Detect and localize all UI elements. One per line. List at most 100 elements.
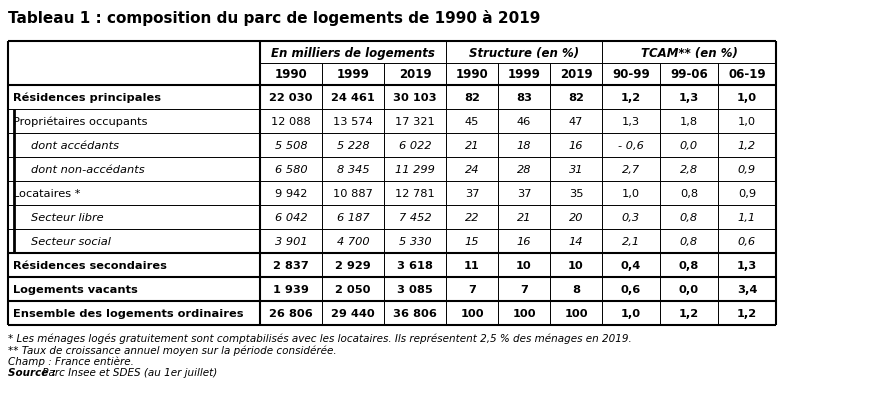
- Text: 2 050: 2 050: [335, 284, 371, 294]
- Text: 15: 15: [465, 237, 479, 246]
- Text: 5 330: 5 330: [399, 237, 432, 246]
- Text: Structure (en %): Structure (en %): [469, 47, 579, 59]
- Text: 3 901: 3 901: [275, 237, 308, 246]
- Text: 2,1: 2,1: [622, 237, 640, 246]
- Text: Source :: Source :: [8, 367, 56, 377]
- Text: 1 939: 1 939: [273, 284, 309, 294]
- Text: Propriétaires occupants: Propriétaires occupants: [13, 116, 147, 127]
- Text: 100: 100: [460, 308, 483, 318]
- Text: 1,0: 1,0: [622, 188, 640, 198]
- Text: 1999: 1999: [336, 68, 369, 81]
- Text: 6 580: 6 580: [275, 164, 308, 174]
- Text: 1,0: 1,0: [738, 117, 756, 127]
- Text: 0,9: 0,9: [738, 188, 756, 198]
- Text: 12 088: 12 088: [271, 117, 311, 127]
- Text: 1,3: 1,3: [737, 260, 757, 270]
- Text: 2 837: 2 837: [273, 260, 309, 270]
- Text: 11 299: 11 299: [395, 164, 435, 174]
- Text: 29 440: 29 440: [331, 308, 375, 318]
- Text: 90-99: 90-99: [612, 68, 650, 81]
- Text: 35: 35: [569, 188, 583, 198]
- Text: 1,1: 1,1: [738, 213, 756, 223]
- Text: 3,4: 3,4: [737, 284, 757, 294]
- Text: 6 042: 6 042: [275, 213, 308, 223]
- Text: 2019: 2019: [559, 68, 592, 81]
- Text: Logements vacants: Logements vacants: [13, 284, 137, 294]
- Text: 8 345: 8 345: [336, 164, 369, 174]
- Text: 1,3: 1,3: [622, 117, 640, 127]
- Text: 82: 82: [464, 93, 480, 103]
- Text: 8: 8: [572, 284, 580, 294]
- Text: Secteur libre: Secteur libre: [31, 213, 103, 223]
- Text: Résidences secondaires: Résidences secondaires: [13, 260, 167, 270]
- Text: 37: 37: [465, 188, 479, 198]
- Text: 6 187: 6 187: [336, 213, 369, 223]
- Text: dont non-accédants: dont non-accédants: [31, 164, 145, 174]
- Text: 0,0: 0,0: [679, 284, 699, 294]
- Text: 0,8: 0,8: [680, 188, 698, 198]
- Text: 7: 7: [468, 284, 476, 294]
- Text: 10: 10: [568, 260, 584, 270]
- Text: - 0,6: - 0,6: [618, 141, 644, 151]
- Text: 13 574: 13 574: [333, 117, 373, 127]
- Text: 47: 47: [569, 117, 583, 127]
- Text: 1,3: 1,3: [679, 93, 699, 103]
- Text: dont accédants: dont accédants: [31, 141, 119, 151]
- Text: 12 781: 12 781: [395, 188, 435, 198]
- Text: ** Taux de croissance annuel moyen sur la période considérée.: ** Taux de croissance annuel moyen sur l…: [8, 344, 336, 355]
- Text: 31: 31: [569, 164, 583, 174]
- Text: 37: 37: [516, 188, 532, 198]
- Text: 14: 14: [569, 237, 583, 246]
- Text: 1,0: 1,0: [737, 93, 757, 103]
- Text: 22 030: 22 030: [269, 93, 313, 103]
- Text: 82: 82: [568, 93, 584, 103]
- Text: 16: 16: [569, 141, 583, 151]
- Text: 0,4: 0,4: [621, 260, 641, 270]
- Text: 1999: 1999: [508, 68, 541, 81]
- Text: 0,6: 0,6: [621, 284, 641, 294]
- Text: 2,8: 2,8: [680, 164, 698, 174]
- Text: 06-19: 06-19: [728, 68, 766, 81]
- Text: 3 085: 3 085: [397, 284, 433, 294]
- Text: 24: 24: [465, 164, 479, 174]
- Text: 7: 7: [520, 284, 528, 294]
- Text: 46: 46: [516, 117, 531, 127]
- Text: 26 806: 26 806: [269, 308, 313, 318]
- Text: 3 618: 3 618: [397, 260, 433, 270]
- Text: * Les ménages logés gratuitement sont comptabilisés avec les locataires. Ils rep: * Les ménages logés gratuitement sont co…: [8, 333, 632, 344]
- Text: 1990: 1990: [456, 68, 489, 81]
- Text: 21: 21: [516, 213, 532, 223]
- Text: 2 929: 2 929: [335, 260, 371, 270]
- Text: 30 103: 30 103: [393, 93, 437, 103]
- Text: 6 022: 6 022: [399, 141, 432, 151]
- Text: 20: 20: [569, 213, 583, 223]
- Text: 28: 28: [516, 164, 532, 174]
- Text: 17 321: 17 321: [395, 117, 435, 127]
- Text: Champ : France entière.: Champ : France entière.: [8, 356, 134, 366]
- Text: Ensemble des logements ordinaires: Ensemble des logements ordinaires: [13, 308, 244, 318]
- Text: 0,6: 0,6: [738, 237, 756, 246]
- Text: 1,0: 1,0: [621, 308, 641, 318]
- Text: 0,8: 0,8: [680, 237, 698, 246]
- Text: 1,2: 1,2: [737, 308, 757, 318]
- Text: 100: 100: [512, 308, 536, 318]
- Text: 4 700: 4 700: [336, 237, 369, 246]
- Text: 11: 11: [464, 260, 480, 270]
- Text: En milliers de logements: En milliers de logements: [271, 47, 435, 59]
- Text: 0,9: 0,9: [738, 164, 756, 174]
- Text: 0,3: 0,3: [622, 213, 640, 223]
- Text: 10 887: 10 887: [333, 188, 373, 198]
- Text: 45: 45: [465, 117, 479, 127]
- Text: 9 942: 9 942: [275, 188, 307, 198]
- Text: 2,7: 2,7: [622, 164, 640, 174]
- Text: 0,8: 0,8: [680, 213, 698, 223]
- Text: 83: 83: [516, 93, 532, 103]
- Text: 24 461: 24 461: [331, 93, 375, 103]
- Text: 1990: 1990: [275, 68, 308, 81]
- Text: 1,2: 1,2: [621, 93, 641, 103]
- Text: 1,2: 1,2: [738, 141, 756, 151]
- Text: Résidences principales: Résidences principales: [13, 93, 161, 103]
- Text: 5 228: 5 228: [336, 141, 369, 151]
- Text: 5 508: 5 508: [275, 141, 308, 151]
- Text: 21: 21: [465, 141, 479, 151]
